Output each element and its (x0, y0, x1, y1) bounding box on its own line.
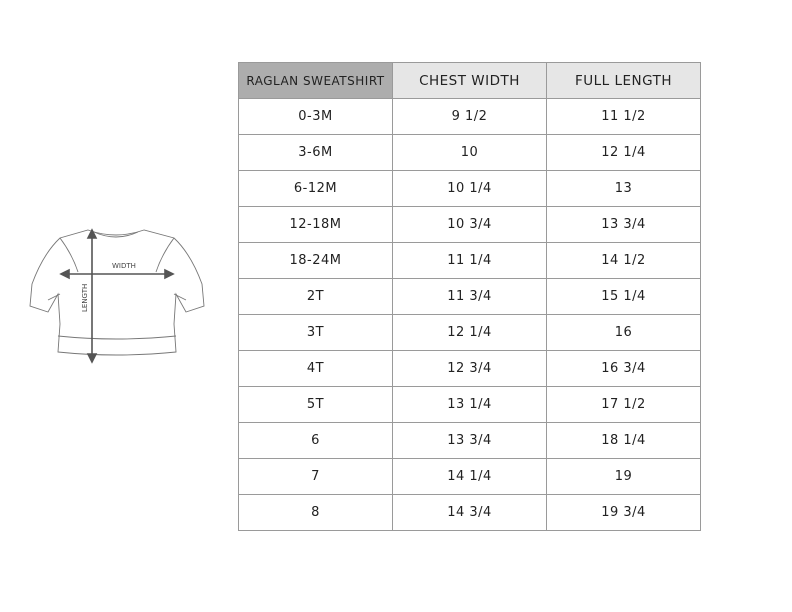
table-row: 5T 13 1/4 17 1/2 (238, 386, 701, 423)
header-full-length: FULL LENGTH (546, 62, 701, 99)
table-row: 12-18M 10 3/4 13 3/4 (238, 206, 701, 243)
cell-full-length: 13 3/4 (546, 206, 701, 243)
cell-chest-width: 10 3/4 (392, 206, 547, 243)
cell-size: 18-24M (238, 242, 393, 279)
cell-size: 0-3M (238, 98, 393, 135)
cell-chest-width: 10 (392, 134, 547, 171)
cell-chest-width: 13 3/4 (392, 422, 547, 459)
table-row: 2T 11 3/4 15 1/4 (238, 278, 701, 315)
cell-size: 2T (238, 278, 393, 315)
size-chart-table: RAGLAN SWEATSHIRT CHEST WIDTH FULL LENGT… (238, 62, 701, 531)
header-chest-width: CHEST WIDTH (392, 62, 547, 99)
cell-full-length: 16 (546, 314, 701, 351)
table-row: 3-6M 10 12 1/4 (238, 134, 701, 171)
length-label: LENGTH (81, 284, 89, 312)
cell-full-length: 19 3/4 (546, 494, 701, 531)
cell-full-length: 15 1/4 (546, 278, 701, 315)
table-row: 6-12M 10 1/4 13 (238, 170, 701, 207)
width-label: WIDTH (112, 262, 136, 270)
table-row: 8 14 3/4 19 3/4 (238, 494, 701, 531)
cell-size: 5T (238, 386, 393, 423)
cell-full-length: 14 1/2 (546, 242, 701, 279)
sweatshirt-measurement-diagram: WIDTH LENGTH (29, 228, 205, 364)
cell-full-length: 11 1/2 (546, 98, 701, 135)
table-row: 3T 12 1/4 16 (238, 314, 701, 351)
cell-chest-width: 13 1/4 (392, 386, 547, 423)
cell-size: 12-18M (238, 206, 393, 243)
table-row: 0-3M 9 1/2 11 1/2 (238, 98, 701, 135)
table-row: 4T 12 3/4 16 3/4 (238, 350, 701, 387)
cell-chest-width: 12 3/4 (392, 350, 547, 387)
table-header-row: RAGLAN SWEATSHIRT CHEST WIDTH FULL LENGT… (238, 62, 701, 99)
cell-chest-width: 11 1/4 (392, 242, 547, 279)
cell-full-length: 19 (546, 458, 701, 495)
cell-size: 3T (238, 314, 393, 351)
cell-full-length: 13 (546, 170, 701, 207)
cell-chest-width: 10 1/4 (392, 170, 547, 207)
cell-full-length: 17 1/2 (546, 386, 701, 423)
cell-size: 6 (238, 422, 393, 459)
cell-full-length: 12 1/4 (546, 134, 701, 171)
cell-chest-width: 14 1/4 (392, 458, 547, 495)
table-row: 7 14 1/4 19 (238, 458, 701, 495)
cell-chest-width: 14 3/4 (392, 494, 547, 531)
cell-size: 4T (238, 350, 393, 387)
table-row: 6 13 3/4 18 1/4 (238, 422, 701, 459)
cell-chest-width: 12 1/4 (392, 314, 547, 351)
cell-full-length: 18 1/4 (546, 422, 701, 459)
header-style: RAGLAN SWEATSHIRT (238, 62, 393, 99)
table-row: 18-24M 11 1/4 14 1/2 (238, 242, 701, 279)
cell-size: 7 (238, 458, 393, 495)
cell-size: 8 (238, 494, 393, 531)
cell-chest-width: 11 3/4 (392, 278, 547, 315)
cell-full-length: 16 3/4 (546, 350, 701, 387)
cell-size: 6-12M (238, 170, 393, 207)
cell-chest-width: 9 1/2 (392, 98, 547, 135)
cell-size: 3-6M (238, 134, 393, 171)
